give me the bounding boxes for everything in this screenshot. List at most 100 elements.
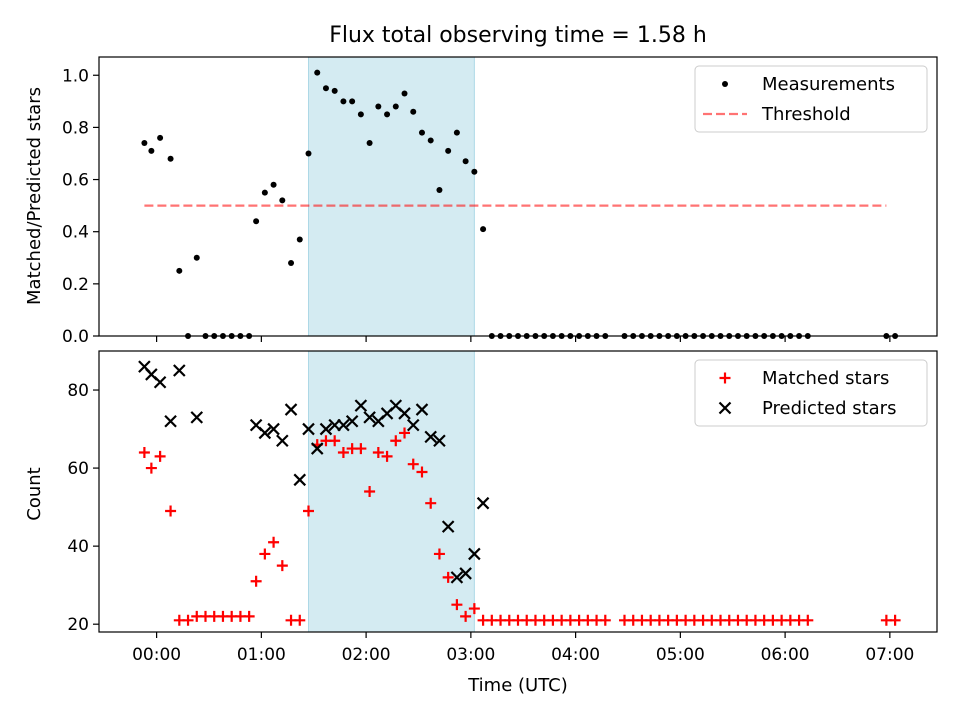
top-legend: Measurements Threshold xyxy=(694,65,928,133)
top-y-tick-label: 0.2 xyxy=(62,275,89,295)
measurement-point xyxy=(427,137,434,144)
predicted-star-marker xyxy=(258,426,272,440)
matched-star-marker xyxy=(364,486,376,497)
measurement-point xyxy=(761,333,768,339)
matched-star-marker xyxy=(337,446,349,458)
measurement-point xyxy=(497,333,504,339)
legend-label: Threshold xyxy=(761,104,851,125)
matched-star-marker xyxy=(329,435,341,447)
matched-star-marker xyxy=(276,560,288,572)
predicted-star-marker xyxy=(310,442,324,455)
matched-star-marker xyxy=(243,610,255,622)
predicted-star-marker xyxy=(153,375,167,389)
measurement-point xyxy=(804,333,811,339)
bottom-panel: 00:00 01:00 02:00 03:00 04:00 05:00 06:00 07:00… xyxy=(67,350,938,665)
measurement-point xyxy=(219,333,226,339)
measurement-point xyxy=(892,333,899,339)
legend-label: Predicted stars xyxy=(762,398,896,419)
measurement-point xyxy=(593,333,600,339)
bottom-axes-frame xyxy=(98,350,938,633)
predicted-star-marker xyxy=(363,411,376,424)
matched-star-marker xyxy=(451,599,463,611)
predicted-star-marker xyxy=(406,418,420,432)
measurement-point xyxy=(630,333,637,339)
measurement-point xyxy=(375,103,382,110)
predicted-star-marker xyxy=(267,422,280,436)
bottom-x-tick-label: 07:00 xyxy=(865,645,914,665)
bottom-panel-y-axis-label: Count xyxy=(24,467,45,520)
matched-star-marker xyxy=(381,450,393,462)
measurement-point xyxy=(471,168,478,175)
top-shaded-span xyxy=(308,56,475,337)
predicted-star-marker xyxy=(415,403,429,416)
measurement-point xyxy=(558,333,565,339)
measurement-point xyxy=(673,333,680,339)
measurement-point xyxy=(453,129,460,136)
bottom-x-tick-label: 05:00 xyxy=(656,645,705,665)
measurement-point xyxy=(340,98,347,105)
measurement-point xyxy=(682,333,689,339)
matched-star-marker xyxy=(259,548,271,560)
predicted-star-marker xyxy=(459,567,472,580)
bottom-x-tick-label: 06:00 xyxy=(761,645,810,665)
measurement-point xyxy=(523,333,530,339)
measurement-point xyxy=(157,134,164,141)
matched-star-marker xyxy=(268,536,280,548)
predicted-star-marker xyxy=(337,418,350,432)
top-legend-box xyxy=(694,65,928,133)
measurement-point xyxy=(349,98,356,105)
bottom-y-tick-label: 60 xyxy=(67,459,89,479)
measurement-point xyxy=(541,333,548,339)
predicted-star-marker xyxy=(441,520,455,533)
bottom-x-tick-label: 00:00 xyxy=(132,645,181,665)
matched-star-marker xyxy=(433,548,445,560)
matched-star-marker xyxy=(802,614,814,626)
measurement-point xyxy=(246,333,253,339)
measurement-point xyxy=(401,90,408,97)
measurement-point xyxy=(228,333,235,339)
bottom-legend: Matched stars Predicted stars xyxy=(694,359,928,427)
predicted-star-marker xyxy=(293,473,307,487)
measurement-point xyxy=(462,158,469,165)
x-axis-label: Time (UTC) xyxy=(467,675,568,696)
predicted-star-marker xyxy=(164,414,177,428)
predicted-star-marker xyxy=(173,364,186,377)
bottom-y-tick-label: 80 xyxy=(67,381,89,401)
matched-star-marker xyxy=(165,505,177,517)
predicted-star-marker xyxy=(284,403,298,416)
matched-star-marker xyxy=(889,614,901,626)
measurement-point xyxy=(665,333,672,339)
bottom-x-tick-label: 01:00 xyxy=(237,645,286,665)
measurement-point xyxy=(883,333,890,339)
measurement-point xyxy=(445,147,452,154)
predicted-star-marker xyxy=(319,422,333,436)
predicted-star-marker xyxy=(190,411,204,424)
measurement-point xyxy=(752,333,759,339)
measurement-point xyxy=(366,140,373,147)
predicted-star-marker xyxy=(302,422,315,436)
matched-star-marker xyxy=(154,450,166,462)
matched-star-marker xyxy=(442,571,454,583)
measurement-point xyxy=(506,333,513,339)
measurement-point xyxy=(148,147,155,154)
matched-star-marker xyxy=(303,505,314,517)
measurement-point xyxy=(288,259,295,266)
measurement-point xyxy=(691,333,698,339)
matched-star-marker xyxy=(399,427,411,439)
top-panel: 0.0 0.2 0.4 0.6 0.8 1.0 Measurements Threshold xyxy=(62,56,938,347)
measurement-point xyxy=(480,226,487,233)
measurement-point xyxy=(734,333,741,339)
predicted-star-marker xyxy=(424,430,437,444)
bottom-y-tick-label: 40 xyxy=(67,537,89,557)
matched-star-marker xyxy=(460,610,472,622)
matched-star-marker xyxy=(468,603,480,615)
measurement-point xyxy=(185,333,192,339)
bottom-x-tick-label: 02:00 xyxy=(342,645,391,665)
legend-matched-swatch xyxy=(719,372,731,384)
matched-star-marker xyxy=(390,435,402,447)
predicted-star-marker xyxy=(450,571,464,584)
measurement-point xyxy=(532,333,539,339)
measurement-point xyxy=(576,333,583,339)
legend-label: Measurements xyxy=(762,74,895,95)
